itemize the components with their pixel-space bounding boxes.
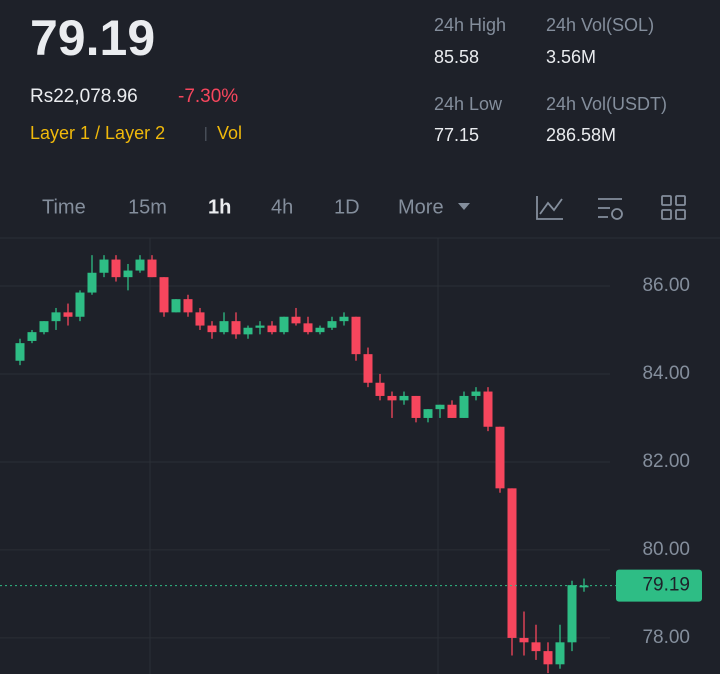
candle-body (471, 391, 481, 396)
candle-body (255, 325, 265, 328)
candle-body (171, 299, 181, 313)
candle-body (411, 395, 421, 418)
dropdown-arrow[interactable] (458, 203, 470, 210)
tag-separator (205, 127, 207, 141)
indicator-icon[interactable] (536, 196, 563, 220)
candle-body (159, 277, 169, 313)
y-tick-label: 78.00 (642, 627, 690, 648)
y-tick-label: 80.00 (642, 539, 690, 560)
y-tick-label: 84.00 (642, 363, 690, 384)
candle-body (99, 259, 109, 273)
candle-body (363, 354, 373, 383)
candle-body (123, 270, 133, 278)
candle-body (531, 642, 541, 652)
settings-icon[interactable] (598, 198, 623, 220)
candle-body (183, 299, 193, 313)
stat-value: 286.58M (546, 125, 616, 145)
stat-value: 85.58 (434, 47, 479, 67)
stat-label: 24h Vol(SOL) (546, 15, 654, 35)
tab[interactable]: More (398, 196, 444, 218)
candle-body (447, 404, 457, 418)
candle-body (519, 637, 529, 643)
candle-body (15, 343, 25, 361)
candle-body (495, 426, 505, 489)
fiat-price: Rs22,078.96 (30, 86, 138, 107)
stat-label: 24h Low (434, 94, 503, 114)
candle-body (327, 321, 337, 328)
tab[interactable]: Time (42, 196, 86, 218)
candle-body (87, 272, 97, 293)
stat-value: 77.15 (434, 125, 479, 145)
candle-body (387, 395, 397, 401)
candle-body (399, 395, 409, 401)
candle-body (339, 316, 349, 322)
price: 79.19 (30, 10, 155, 66)
candle-body (111, 259, 121, 278)
tab[interactable]: 15m (128, 196, 167, 218)
candle-body (63, 312, 73, 317)
candle-body (567, 585, 577, 643)
layout-icon[interactable] (661, 195, 686, 220)
candle-body (219, 321, 229, 333)
candle-body (579, 585, 589, 588)
candle-body (459, 395, 469, 418)
candle-body (231, 321, 241, 335)
tag[interactable]: Vol (217, 123, 242, 143)
candlestick-chart: 78.00 80.00 82.00 84.00 86.00 79.19 (0, 255, 702, 674)
candle-body (315, 327, 325, 333)
candle-body (483, 391, 493, 427)
candle-body (435, 404, 445, 410)
y-tick-label: 86.00 (642, 275, 690, 296)
y-tick-label: 82.00 (642, 451, 690, 472)
price-change: -7.30% (178, 86, 238, 107)
candle-body (423, 409, 433, 418)
candle-body (195, 312, 205, 326)
candle-body (207, 325, 217, 333)
candle-body (135, 259, 145, 271)
candle-body (267, 325, 277, 333)
stat-label: 24h High (434, 15, 506, 35)
candle-body (147, 259, 157, 278)
tab[interactable]: 4h (271, 196, 293, 218)
stat-value: 3.56M (546, 47, 596, 67)
candle-body (51, 312, 61, 322)
candle-body (75, 292, 85, 317)
candle-body (303, 323, 313, 333)
candle-body (555, 642, 565, 665)
tag[interactable]: Layer 1 / Layer 2 (30, 123, 165, 143)
tab[interactable]: 1h (208, 196, 231, 218)
candle-body (39, 321, 49, 333)
candle-body (507, 488, 517, 638)
last-price-tag (616, 569, 702, 602)
tab[interactable]: 1D (334, 196, 360, 218)
candle-body (291, 316, 301, 324)
last-price-label: 79.19 (642, 575, 690, 596)
candle-body (279, 316, 289, 333)
candle-body (27, 332, 37, 341)
stat-label: 24h Vol(USDT) (546, 94, 667, 114)
candle-body (543, 651, 553, 665)
candle-body (375, 382, 385, 396)
candle-body (351, 316, 361, 355)
tab-bar: Time 15m 1h 4h 1D More (42, 196, 470, 218)
candle-body (243, 327, 253, 335)
